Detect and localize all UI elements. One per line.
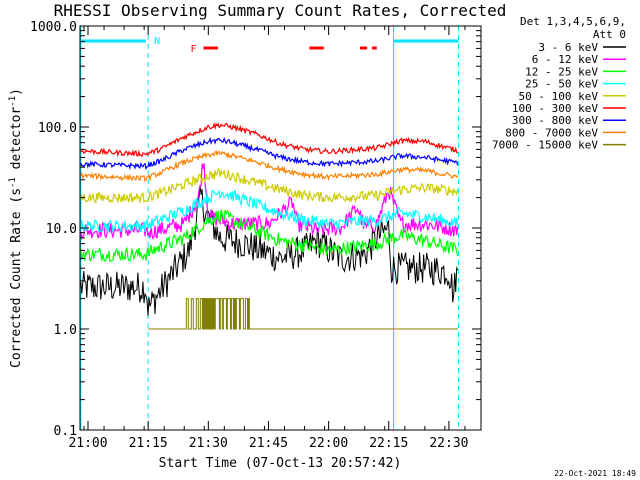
axes-layer: 0.1 1.0 10.0 100.0 1000.0 21:00 21:15 21:30 21:4… [30,20,481,451]
legend-label: 3 - 6 keV [538,41,598,54]
night-label: N [154,36,160,47]
legend-label: 6 - 12 keV [532,53,599,66]
series-3-6-kev [80,185,459,316]
legend-label: 800 - 7000 keV [505,126,598,139]
y-tick-label: 100.0 [38,121,77,136]
series-line [148,298,458,330]
series-line [80,209,459,263]
legend-label: 50 - 100 keV [519,90,599,103]
x-tick-label: 22:00 [309,436,348,451]
series-100-300-kev [80,121,458,158]
plot-frame [79,25,482,431]
series-50-100-kev [80,167,459,204]
y-axis-label: Corrected Count Rate (s-1 detector-1) [8,88,24,368]
y-tick-label: 10.0 [46,222,77,237]
y-axis-label-main: Corrected Count Rate (s [9,188,24,368]
series-line [80,150,459,183]
y-axis-label-sup1: -1 [8,177,18,188]
x-tick-label: 22:30 [429,436,468,451]
x-axis-label: Start Time (07-Oct-13 20:57:42) [159,456,402,471]
series-line [80,136,459,171]
legend-header-line1: Det 1,3,4,5,6,9, [520,15,626,28]
series-line [80,121,458,158]
series-12-25-kev [80,209,459,263]
legend-label: 7000 - 15000 keV [492,139,598,152]
series-300-800-kev [80,136,459,171]
y-axis-label-end: ) [9,88,24,96]
x-tick-label: 21:45 [249,436,288,451]
series-line [80,185,459,316]
y-tick-label: 0.1 [54,424,77,439]
legend-header-line2: Att 0 [593,28,626,41]
y-tick-label: 1.0 [54,323,77,338]
series-800-7000-kev [80,150,459,183]
series-layer [80,121,459,330]
series-line [80,167,459,204]
series-7000-15000-kev [148,298,458,330]
y-axis-label-mid: detector [9,107,24,178]
chart-title: RHESSI Observing Summary Count Rates, Co… [54,1,507,20]
y-tick-label: 1000.0 [30,20,77,35]
legend-label: 12 - 25 keV [525,65,598,78]
legend-label: 100 - 300 keV [512,102,598,115]
x-tick-label: 21:00 [68,436,107,451]
footer-date: 22-Oct-2021 18:49 [554,469,636,478]
x-tick-label: 22:15 [369,436,408,451]
x-tick-label: 21:30 [189,436,228,451]
series-25-50-kev [80,189,459,233]
y-axis-label-sup2: -1 [8,96,18,107]
legend-label: 300 - 800 keV [512,114,598,127]
flare-label: F [191,44,197,55]
x-tick-label: 21:15 [129,436,168,451]
series-line [80,189,459,233]
legend-label: 25 - 50 keV [525,78,598,91]
